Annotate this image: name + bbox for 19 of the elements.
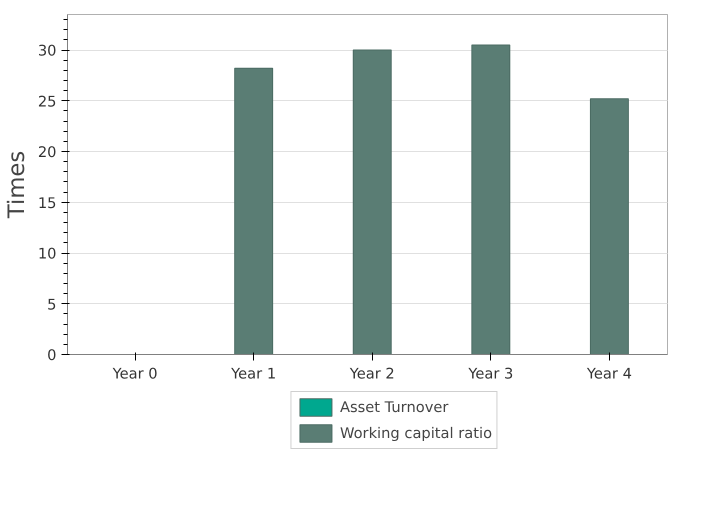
y-tick-label: 30	[38, 42, 57, 60]
y-tick-label: 10	[38, 246, 57, 263]
bar	[471, 44, 510, 354]
x-tick-label: Year 3	[467, 366, 514, 382]
legend-label: Working capital ratio	[340, 424, 492, 442]
x-tick-label: Year 0	[112, 366, 158, 382]
x-tick-label: Year 1	[230, 366, 276, 382]
x-tick-label: Year 2	[348, 366, 395, 382]
y-tick-label: 20	[38, 144, 57, 162]
y-axis-title: Times	[4, 150, 30, 220]
bar	[352, 50, 392, 354]
x-tick-label: Year 4	[586, 366, 632, 382]
y-tick-label: 0	[47, 347, 57, 364]
y-tick-label: 15	[38, 194, 57, 212]
bar	[590, 98, 629, 354]
bar	[234, 68, 274, 354]
y-tick-label: 25	[38, 93, 57, 110]
legend-label: Asset Turnover	[340, 398, 448, 416]
y-tick-label: 5	[47, 296, 57, 314]
